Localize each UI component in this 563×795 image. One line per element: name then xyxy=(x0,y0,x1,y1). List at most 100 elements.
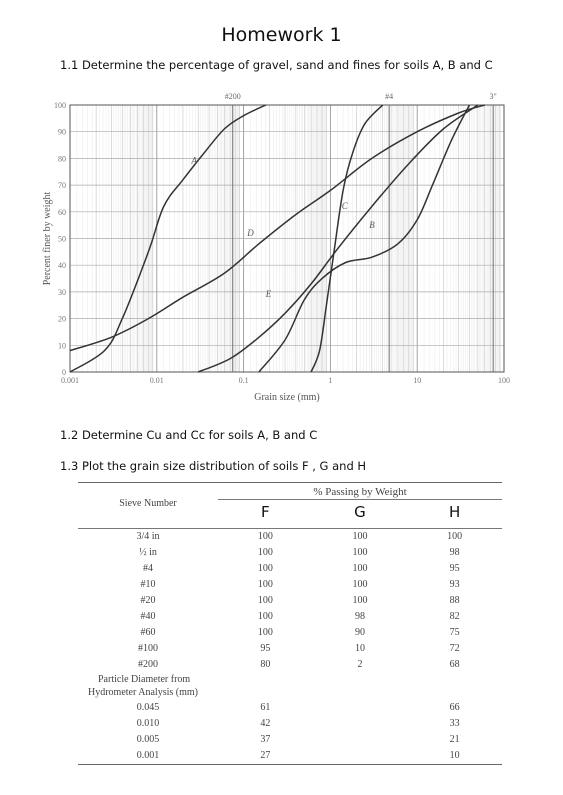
cell-h: 21 xyxy=(449,734,460,745)
y-tick-label: 70 xyxy=(58,181,66,190)
cell-g: 100 xyxy=(352,595,368,606)
cell-h: 95 xyxy=(449,563,460,574)
cell-g xyxy=(313,716,408,732)
x-tick-label: 0.001 xyxy=(61,376,79,385)
cell-f: 37 xyxy=(260,734,271,745)
cell-h: 66 xyxy=(449,702,460,713)
grain-size-chart: #200 #4 3" 0 10 20 30 40 50 60 70 80 90 100 0.001 0.01 0… xyxy=(42,92,510,403)
cell-sieve: #60 xyxy=(140,627,156,638)
y-axis-label: Percent finer by weight xyxy=(42,191,53,285)
table-row: #10 100 100 93 xyxy=(78,577,502,593)
y-tick-label: 10 xyxy=(58,341,66,350)
col-header-f: F xyxy=(261,502,270,521)
cell-sieve: #100 xyxy=(138,643,158,654)
cell-d: 0.010 xyxy=(136,718,160,729)
hydro-header-2: Hydrometer Analysis (mm) xyxy=(88,687,198,698)
cell-f: 100 xyxy=(257,579,273,590)
y-tick-label: 0 xyxy=(62,368,66,377)
chart-grid xyxy=(69,104,504,373)
table-row: ½ in 100 100 98 xyxy=(78,545,502,561)
passing-by-weight-header: % Passing by Weight xyxy=(218,484,502,500)
cell-f: 100 xyxy=(257,531,273,542)
table-row: #200 80 2 68 xyxy=(78,657,502,673)
y-tick-label: 90 xyxy=(58,128,66,137)
cell-d: 0.001 xyxy=(136,750,160,761)
cell-h: 75 xyxy=(449,627,460,638)
cell-f: 42 xyxy=(260,718,271,729)
table-row: #100 95 10 72 xyxy=(78,641,502,657)
cell-f: 100 xyxy=(257,547,273,558)
table-row: #40 100 98 82 xyxy=(78,609,502,625)
hydrometer-row: 0.001 27 10 xyxy=(78,748,502,764)
hydrometer-row: 0.045 61 66 xyxy=(78,700,502,716)
table-row: #60 100 90 75 xyxy=(78,625,502,641)
curve-label-e: E xyxy=(265,289,272,299)
sieve-label: #200 xyxy=(225,92,241,101)
sieve-number-header: Sieve Number xyxy=(119,498,177,510)
curve-label-c: C xyxy=(342,201,349,211)
cell-sieve: ½ in xyxy=(139,547,157,558)
table-row: 3/4 in 100 100 100 xyxy=(78,528,502,545)
question-1-1: 1.1 Determine the percentage of gravel, … xyxy=(60,58,493,72)
y-tick-label: 40 xyxy=(58,261,66,270)
chart-axes xyxy=(69,104,505,373)
x-tick-label: 0.1 xyxy=(239,376,249,385)
cell-g: 100 xyxy=(352,563,368,574)
cell-h: 68 xyxy=(449,659,460,670)
cell-g: 98 xyxy=(354,611,365,622)
y-tick-label: 80 xyxy=(58,154,66,163)
cell-f: 100 xyxy=(257,611,273,622)
table-row: #20 100 100 88 xyxy=(78,593,502,609)
cell-f: 61 xyxy=(260,702,271,713)
cell-sieve: #200 xyxy=(138,659,158,670)
cell-g: 2 xyxy=(357,659,363,670)
cell-d: 0.045 xyxy=(136,702,160,713)
curve-label-d: D xyxy=(246,228,254,238)
sieve-table: Sieve Number % Passing by Weight F G H 3… xyxy=(78,482,502,772)
col-header-g: G xyxy=(354,502,366,521)
cell-h: 72 xyxy=(449,643,460,654)
x-axis-label: Grain size (mm) xyxy=(254,392,320,403)
curve-e xyxy=(197,104,479,373)
cell-h: 93 xyxy=(449,579,460,590)
cell-h: 98 xyxy=(449,547,460,558)
cell-g: 90 xyxy=(354,627,365,638)
plot-frame xyxy=(69,104,505,373)
hydrometer-row: 0.010 42 33 xyxy=(78,716,502,732)
cell-h: 88 xyxy=(449,595,460,606)
cell-g: 100 xyxy=(352,531,368,542)
question-1-3: 1.3 Plot the grain size distribution of … xyxy=(60,459,367,473)
curve-label-b: B xyxy=(369,220,375,230)
cell-sieve: #4 xyxy=(143,563,153,574)
y-tick-label: 50 xyxy=(58,235,66,244)
cell-f: 100 xyxy=(257,563,273,574)
question-1-2: 1.2 Determine Cu and Cc for soils A, B a… xyxy=(60,428,318,442)
cell-h: 33 xyxy=(449,718,460,729)
curve-label-a: A xyxy=(190,156,197,166)
cell-g xyxy=(313,732,408,748)
y-tick-label: 30 xyxy=(58,288,66,297)
cell-g xyxy=(313,700,408,716)
cell-sieve: #10 xyxy=(140,579,156,590)
curve-b xyxy=(258,104,471,373)
chart-labels: #200 #4 3" 0 10 20 30 40 50 60 70 80 90 100 0.001 0.01 0… xyxy=(42,92,510,403)
cell-f: 80 xyxy=(260,659,271,670)
cell-sieve: #40 xyxy=(140,611,156,622)
y-tick-label: 100 xyxy=(54,101,66,110)
chart-series xyxy=(69,104,485,373)
cell-g: 100 xyxy=(352,547,368,558)
cell-d: 0.005 xyxy=(136,734,160,745)
table-row: #4 100 100 95 xyxy=(78,561,502,577)
hydro-header-1: Particle Diameter from xyxy=(98,673,191,685)
cell-h: 100 xyxy=(447,531,463,542)
cell-g: 10 xyxy=(354,643,365,654)
x-tick-label: 1 xyxy=(328,376,332,385)
cell-f: 100 xyxy=(257,595,273,606)
x-tick-label: 10 xyxy=(413,376,421,385)
cell-f: 95 xyxy=(260,643,271,654)
col-header-h: H xyxy=(449,502,461,521)
cell-sieve: 3/4 in xyxy=(136,531,160,542)
cell-g: 100 xyxy=(352,579,368,590)
cell-h: 10 xyxy=(449,750,460,761)
cell-h: 82 xyxy=(449,611,460,622)
